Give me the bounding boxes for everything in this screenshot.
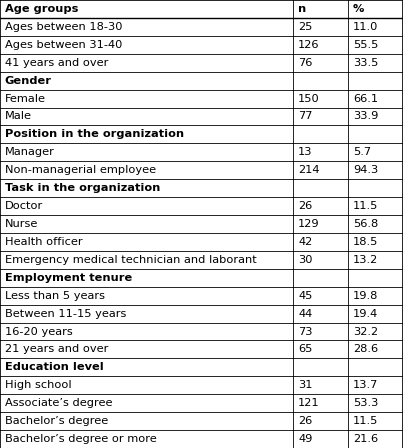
Text: 21 years and over: 21 years and over [5,345,108,354]
Text: 28.6: 28.6 [353,345,378,354]
Text: 94.3: 94.3 [353,165,378,175]
Text: 26: 26 [298,416,312,426]
Text: Doctor: Doctor [5,201,43,211]
Text: 26: 26 [298,201,312,211]
Text: 44: 44 [298,309,312,319]
Text: Task in the organization: Task in the organization [5,183,160,193]
Text: Employment tenure: Employment tenure [5,273,132,283]
Text: 55.5: 55.5 [353,40,378,50]
Text: 126: 126 [298,40,320,50]
Text: 5.7: 5.7 [353,147,371,157]
Text: Male: Male [5,112,32,121]
Text: 41 years and over: 41 years and over [5,58,108,68]
Text: 65: 65 [298,345,313,354]
Text: Ages between 18-30: Ages between 18-30 [5,22,123,32]
Text: %: % [353,4,364,14]
Text: 16-20 years: 16-20 years [5,327,73,336]
Text: 56.8: 56.8 [353,219,378,229]
Text: Emergency medical technician and laborant: Emergency medical technician and laboran… [5,255,257,265]
Text: 19.4: 19.4 [353,309,378,319]
Text: 11.5: 11.5 [353,416,378,426]
Text: 21.6: 21.6 [353,434,378,444]
Text: Female: Female [5,94,46,103]
Text: Age groups: Age groups [5,4,78,14]
Text: 13: 13 [298,147,313,157]
Text: 11.0: 11.0 [353,22,378,32]
Text: 49: 49 [298,434,313,444]
Text: High school: High school [5,380,71,390]
Text: 31: 31 [298,380,313,390]
Text: 214: 214 [298,165,320,175]
Text: 150: 150 [298,94,320,103]
Text: Bachelor’s degree or more: Bachelor’s degree or more [5,434,157,444]
Text: 73: 73 [298,327,313,336]
Text: Between 11-15 years: Between 11-15 years [5,309,126,319]
Text: Ages between 31-40: Ages between 31-40 [5,40,122,50]
Text: Less than 5 years: Less than 5 years [5,291,105,301]
Text: 33.5: 33.5 [353,58,378,68]
Text: 13.2: 13.2 [353,255,378,265]
Text: Position in the organization: Position in the organization [5,129,184,139]
Text: 66.1: 66.1 [353,94,378,103]
Text: Non-managerial employee: Non-managerial employee [5,165,156,175]
Text: Gender: Gender [5,76,52,86]
Text: 25: 25 [298,22,313,32]
Text: Manager: Manager [5,147,55,157]
Text: 76: 76 [298,58,313,68]
Text: 53.3: 53.3 [353,398,378,408]
Text: 30: 30 [298,255,313,265]
Text: 77: 77 [298,112,313,121]
Text: 11.5: 11.5 [353,201,378,211]
Text: Nurse: Nurse [5,219,38,229]
Text: Bachelor’s degree: Bachelor’s degree [5,416,108,426]
Text: 13.7: 13.7 [353,380,378,390]
Text: Associate’s degree: Associate’s degree [5,398,112,408]
Text: 19.8: 19.8 [353,291,378,301]
Text: 129: 129 [298,219,320,229]
Text: 42: 42 [298,237,312,247]
Text: 45: 45 [298,291,313,301]
Text: 33.9: 33.9 [353,112,378,121]
Text: 121: 121 [298,398,320,408]
Text: Education level: Education level [5,362,104,372]
Text: 18.5: 18.5 [353,237,378,247]
Text: n: n [298,4,306,14]
Text: Health officer: Health officer [5,237,83,247]
Text: 32.2: 32.2 [353,327,378,336]
